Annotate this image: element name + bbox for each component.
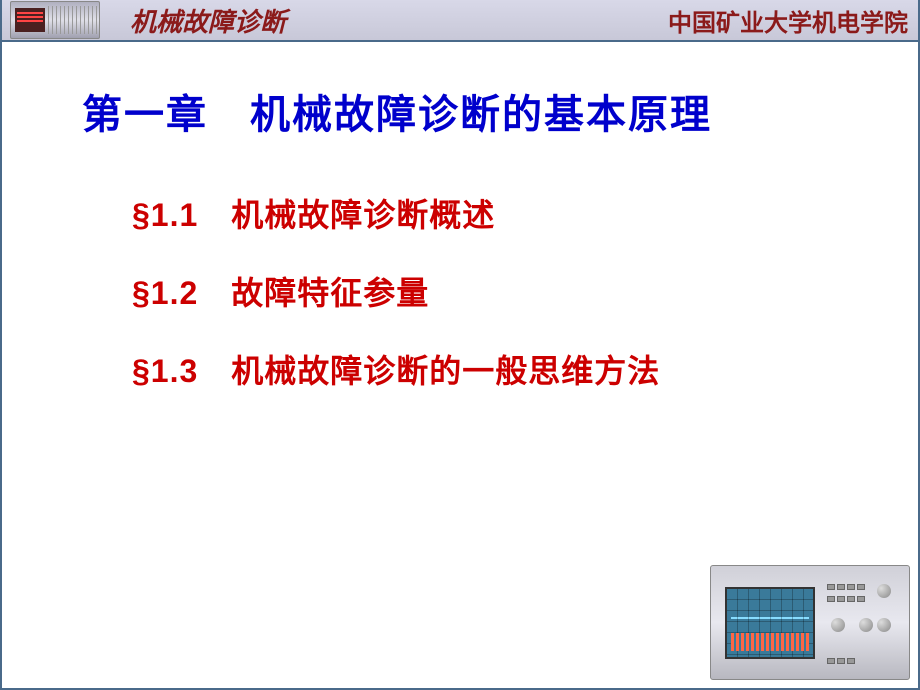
panel-button	[827, 596, 835, 602]
display-grid	[727, 589, 813, 657]
section-item: §1.1 机械故障诊断概述	[132, 190, 878, 236]
slide-content: 第一章 机械故障诊断的基本原理 §1.1 机械故障诊断概述 §1.2 故障特征参…	[2, 42, 918, 392]
knob-icon	[831, 618, 845, 632]
knob-icon	[877, 584, 891, 598]
knob-icon	[877, 618, 891, 632]
section-item: §1.2 故障特征参量	[132, 268, 878, 314]
panel-button	[837, 658, 845, 664]
header-bar: 机械故障诊断 中国矿业大学机电学院	[2, 0, 918, 42]
panel-button	[837, 584, 845, 590]
button-row	[827, 596, 865, 602]
panel-button	[857, 596, 865, 602]
panel-button	[847, 658, 855, 664]
panel-button	[857, 584, 865, 590]
knob-icon	[859, 618, 873, 632]
section-item: §1.3 机械故障诊断的一般思维方法	[132, 346, 878, 392]
oscilloscope-icon-large	[710, 565, 910, 680]
section-list: §1.1 机械故障诊断概述 §1.2 故障特征参量 §1.3 机械故障诊断的一般…	[82, 190, 878, 392]
button-row	[827, 584, 865, 590]
panel-button	[827, 658, 835, 664]
oscilloscope-icon-small	[10, 1, 100, 39]
button-row	[827, 658, 855, 664]
course-title: 机械故障诊断	[130, 2, 286, 39]
control-panel	[823, 578, 901, 668]
chapter-title: 第一章 机械故障诊断的基本原理	[82, 82, 878, 140]
panel-button	[847, 596, 855, 602]
panel-button	[827, 584, 835, 590]
slide-container: 机械故障诊断 中国矿业大学机电学院 第一章 机械故障诊断的基本原理 §1.1 机…	[0, 0, 920, 690]
oscilloscope-screen	[15, 8, 45, 32]
oscilloscope-controls	[48, 6, 99, 34]
panel-button	[847, 584, 855, 590]
oscilloscope-display	[725, 587, 815, 659]
panel-button	[837, 596, 845, 602]
institution-name: 中国矿业大学机电学院	[668, 3, 908, 38]
